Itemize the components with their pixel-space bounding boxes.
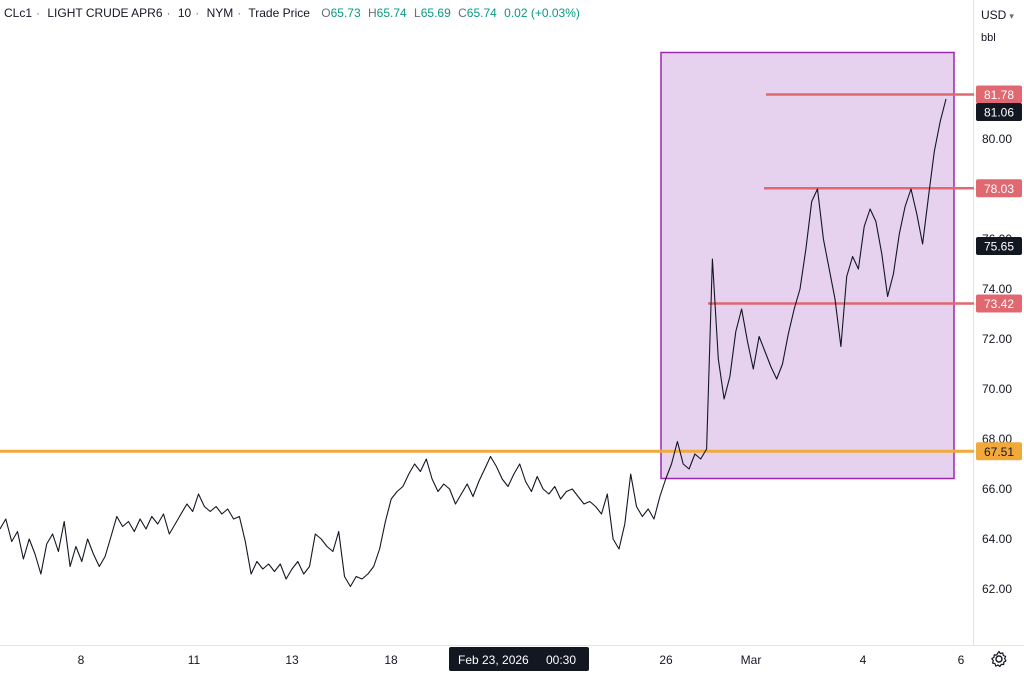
level-81-78-badge-text: 81.78 [984,88,1014,102]
last-price-badge-text: 81.06 [984,106,1014,120]
x-tick-label: 18 [384,653,398,667]
x-tick-label: 8 [78,653,85,667]
crosshair-time: 00:30 [546,653,576,667]
crosshair-date: Feb 23, 2026 [458,653,529,667]
price-type: Trade Price [248,6,310,20]
symbol-header: CLc1 · LIGHT CRUDE APR6 · 10 · NYM · Trade P… [4,6,580,20]
currency-label: USD [981,8,1007,22]
y-tick-label: 66.00 [982,482,1012,496]
y-tick-label: 70.00 [982,382,1012,396]
level-75-badge [976,237,1022,255]
x-tick-label: 26 [659,653,673,667]
level-73-42-badge-text: 73.42 [984,297,1014,311]
symbol-ticker[interactable]: CLc1 [4,6,33,20]
level-78-03-badge-text: 78.03 [984,182,1014,196]
x-tick-label: Mar [741,653,762,667]
price-series-line [0,98,947,588]
open-value: 65.73 [330,6,361,20]
x-tick-label: 13 [285,653,299,667]
low-value: 65.69 [420,6,451,20]
gear-icon[interactable] [990,650,1008,668]
level-81-78-badge [976,85,1022,104]
exchange-name: NYM [206,6,234,20]
low-label: L [414,6,421,20]
symbol-name: LIGHT CRUDE APR6 [47,6,163,20]
open-label: O [321,6,331,20]
y-tick-label: 74.00 [982,282,1012,296]
currency-selector[interactable]: USD ▾ [981,8,1014,22]
chevron-down-icon: ▾ [1009,11,1014,21]
high-value: 65.74 [376,6,407,20]
x-tick-label: 6 [958,653,965,667]
x-tick-label: 11 [188,653,201,667]
level-67-51-badge-text: 67.51 [984,445,1014,459]
y-tick-label: 72.00 [982,332,1012,346]
level-67-51-badge [976,442,1022,461]
y-tick-label: 64.00 [982,532,1012,546]
close-label: C [458,6,467,20]
y-tick-label: 80.00 [982,132,1012,146]
close-value: 65.74 [466,6,497,20]
level-75-badge-text: 75.65 [984,240,1014,254]
unit-label: bbl [981,32,996,44]
interval-value[interactable]: 10 [177,6,192,20]
breakout-zone[interactable] [660,51,955,480]
crosshair-time-label: Feb 23, 2026 00:30 [449,647,589,671]
x-tick-label: 4 [860,653,867,667]
last-price-badge [976,103,1022,121]
change-value: 0.02 (+0.03%) [504,6,580,20]
level-78-03-badge [976,179,1022,198]
high-label: H [368,6,377,20]
y-tick-label: 62.00 [982,582,1012,596]
level-73-42-badge [976,294,1022,313]
